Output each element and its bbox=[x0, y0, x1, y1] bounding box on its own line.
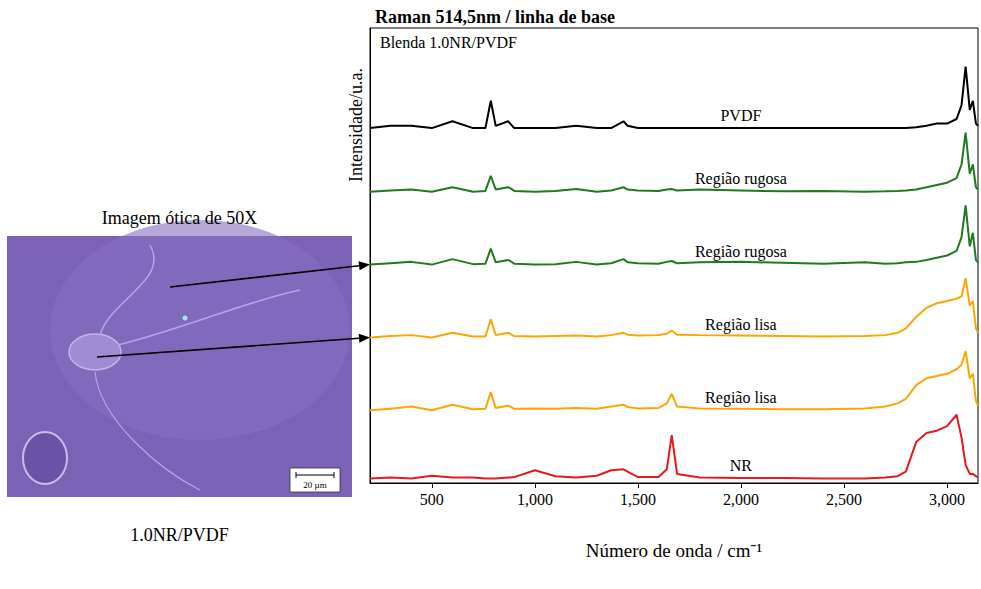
svg-text:Imagem ótica de 50X: Imagem ótica de 50X bbox=[102, 208, 257, 228]
svg-text:Região lisa: Região lisa bbox=[705, 316, 777, 334]
svg-text:20 µm: 20 µm bbox=[303, 480, 326, 490]
svg-text:3,000: 3,000 bbox=[929, 491, 965, 508]
svg-text:NR: NR bbox=[730, 457, 753, 474]
svg-text:PVDF: PVDF bbox=[720, 107, 761, 124]
svg-text:Blenda 1.0NR/PVDF: Blenda 1.0NR/PVDF bbox=[380, 34, 517, 51]
svg-text:2,500: 2,500 bbox=[826, 491, 862, 508]
svg-text:Raman 514,5nm / linha de base: Raman 514,5nm / linha de base bbox=[375, 7, 615, 27]
svg-text:Intensidade/u.a.: Intensidade/u.a. bbox=[346, 68, 366, 182]
svg-text:Região rugosa: Região rugosa bbox=[695, 170, 787, 188]
svg-text:Região lisa: Região lisa bbox=[705, 389, 777, 407]
svg-text:Número de onda / cm⁻¹: Número de onda / cm⁻¹ bbox=[586, 540, 763, 561]
svg-text:Região rugosa: Região rugosa bbox=[695, 243, 787, 261]
svg-text:1.0NR/PVDF: 1.0NR/PVDF bbox=[130, 525, 229, 545]
svg-text:500: 500 bbox=[420, 491, 444, 508]
svg-text:1,000: 1,000 bbox=[517, 491, 553, 508]
svg-text:1,500: 1,500 bbox=[620, 491, 656, 508]
svg-text:2,000: 2,000 bbox=[723, 491, 759, 508]
